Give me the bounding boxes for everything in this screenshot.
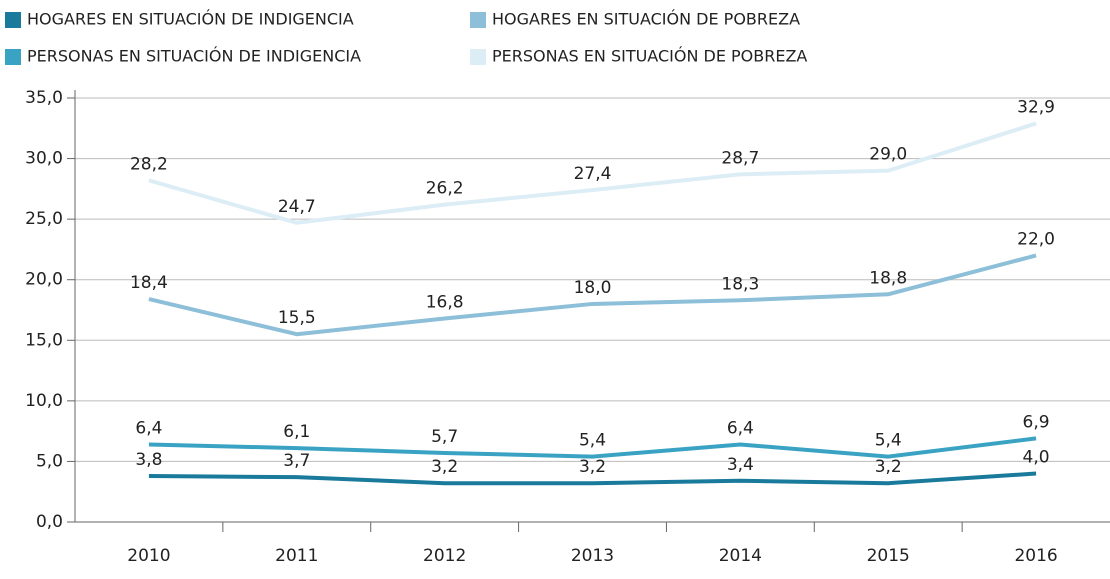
data-label: 5,4 — [579, 431, 606, 451]
x-tick-label: 2015 — [867, 546, 910, 566]
x-tick-label: 2010 — [127, 546, 170, 566]
data-label: 18,0 — [574, 278, 612, 298]
data-label: 16,8 — [426, 292, 464, 312]
data-label: 18,8 — [869, 268, 907, 288]
x-tick-label: 2012 — [423, 546, 466, 566]
data-label: 29,0 — [869, 145, 907, 165]
data-label: 6,9 — [1023, 412, 1050, 432]
y-tick-label: 25,0 — [25, 209, 63, 229]
data-label: 3,2 — [579, 457, 606, 477]
data-label: 18,3 — [721, 274, 759, 294]
legend-label: HOGARES EN SITUACIÓN DE POBREZA — [492, 10, 800, 29]
y-tick-label: 30,0 — [25, 149, 63, 169]
legend-swatch — [5, 49, 21, 65]
series-line — [148, 471, 1037, 486]
data-label: 3,8 — [135, 450, 162, 470]
data-label: 5,7 — [431, 427, 458, 447]
data-label: 32,9 — [1017, 97, 1055, 117]
series-line — [148, 436, 1037, 459]
data-label: 3,7 — [283, 451, 310, 471]
data-label: 15,5 — [278, 308, 316, 328]
series-line — [148, 253, 1037, 337]
data-label: 4,0 — [1023, 448, 1050, 468]
data-label: 24,7 — [278, 197, 316, 217]
x-tick-label: 2011 — [275, 546, 318, 566]
y-tick-label: 10,0 — [25, 391, 63, 411]
data-label: 6,4 — [727, 418, 754, 438]
legend-label: PERSONAS EN SITUACIÓN DE POBREZA — [492, 47, 807, 66]
data-label: 28,7 — [721, 148, 759, 168]
y-tick-label: 20,0 — [25, 270, 63, 290]
data-label: 22,0 — [1017, 229, 1055, 249]
x-tick-label: 2013 — [571, 546, 614, 566]
legend-label: HOGARES EN SITUACIÓN DE INDIGENCIA — [27, 10, 354, 29]
y-tick-label: 35,0 — [25, 88, 63, 108]
data-label: 5,4 — [875, 431, 902, 451]
data-label: 28,2 — [130, 154, 168, 174]
data-label: 3,2 — [875, 457, 902, 477]
data-label: 3,2 — [431, 457, 458, 477]
y-tick-label: 0,0 — [36, 512, 63, 532]
data-label: 6,1 — [283, 422, 310, 442]
y-tick-label: 5,0 — [36, 451, 63, 471]
x-tick-label: 2016 — [1014, 546, 1057, 566]
legend-swatch — [5, 12, 21, 28]
x-tick-label: 2014 — [719, 546, 762, 566]
data-label: 6,4 — [135, 418, 162, 438]
y-tick-label: 15,0 — [25, 330, 63, 350]
data-label: 3,4 — [727, 455, 754, 475]
data-label: 27,4 — [574, 164, 612, 184]
data-label: 26,2 — [426, 179, 464, 199]
legend-swatch — [470, 49, 486, 65]
legend-label: PERSONAS EN SITUACIÓN DE INDIGENCIA — [27, 47, 361, 66]
legend-swatch — [470, 12, 486, 28]
data-label: 18,4 — [130, 273, 168, 293]
series-line — [148, 121, 1037, 225]
